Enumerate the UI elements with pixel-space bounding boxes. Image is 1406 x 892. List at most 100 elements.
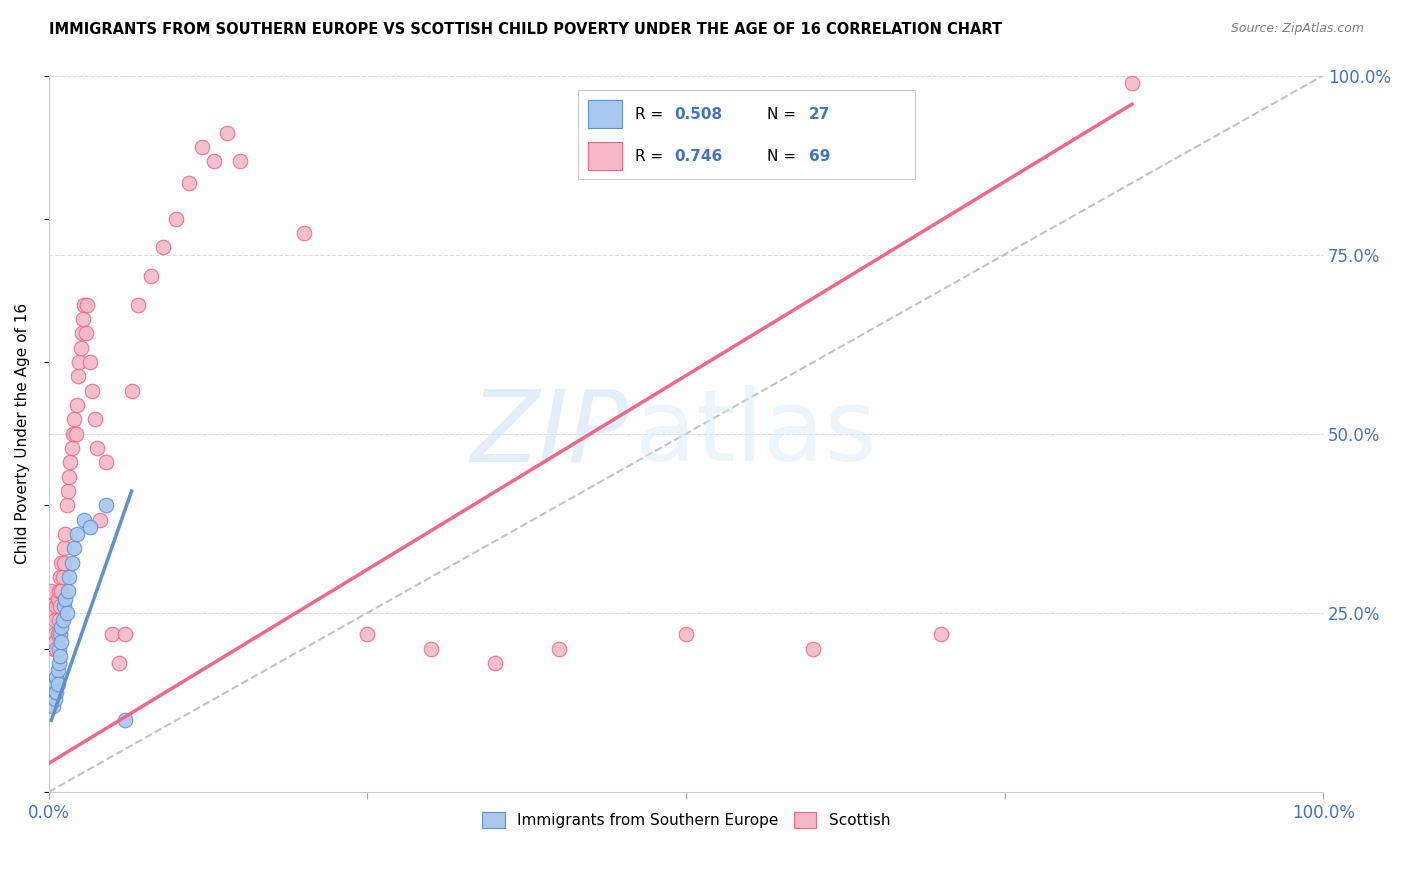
Point: [49, 648, 72, 663]
Point: [177, 176, 200, 190]
Point: [52, 613, 75, 627]
Point: [72, 312, 94, 326]
Point: [152, 240, 174, 254]
Point: [41, 606, 63, 620]
Point: [79, 355, 101, 369]
Point: [42, 641, 65, 656]
Point: [101, 627, 124, 641]
Point: [41, 698, 63, 713]
Point: [48, 656, 70, 670]
Point: [53, 599, 76, 613]
Point: [70, 326, 93, 341]
Point: [65, 426, 87, 441]
Point: [51, 634, 73, 648]
Point: [45, 599, 67, 613]
Point: [39, 584, 62, 599]
Point: [53, 527, 76, 541]
Point: [66, 398, 89, 412]
Point: [60, 556, 83, 570]
Text: IMMIGRANTS FROM SOUTHERN EUROPE VS SCOTTISH CHILD POVERTY UNDER THE AGE OF 16 CO: IMMIGRANTS FROM SOUTHERN EUROPE VS SCOTT…: [49, 22, 1002, 37]
Point: [45, 670, 67, 684]
Point: [44, 691, 66, 706]
Point: [94, 455, 117, 469]
Point: [356, 627, 378, 641]
Point: [53, 541, 76, 556]
Point: [44, 627, 66, 641]
Point: [60, 441, 83, 455]
Point: [48, 584, 70, 599]
Text: atlas: atlas: [636, 385, 876, 483]
Point: [45, 684, 67, 698]
Point: [484, 656, 506, 670]
Point: [67, 369, 90, 384]
Point: [39, 613, 62, 627]
Point: [39, 599, 62, 613]
Point: [44, 634, 66, 648]
Point: [929, 627, 952, 641]
Point: [67, 355, 90, 369]
Point: [217, 126, 239, 140]
Legend: Immigrants from Southern Europe, Scottish: Immigrants from Southern Europe, Scottis…: [475, 806, 896, 835]
Point: [73, 513, 96, 527]
Point: [56, 484, 79, 499]
Point: [41, 627, 63, 641]
Point: [55, 606, 77, 620]
Point: [51, 620, 73, 634]
Point: [139, 269, 162, 284]
Point: [53, 591, 76, 606]
Point: [229, 154, 252, 169]
Point: [89, 513, 111, 527]
Point: [121, 384, 143, 398]
Point: [190, 140, 212, 154]
Point: [76, 298, 98, 312]
Point: [45, 641, 67, 656]
Point: [58, 469, 80, 483]
Point: [48, 613, 70, 627]
Point: [204, 154, 226, 169]
Point: [51, 556, 73, 570]
Point: [80, 384, 103, 398]
Point: [63, 412, 86, 426]
Point: [46, 663, 69, 677]
Point: [114, 627, 136, 641]
Point: [46, 677, 69, 691]
Point: [42, 620, 65, 634]
Point: [56, 584, 79, 599]
Point: [66, 527, 89, 541]
Point: [114, 714, 136, 728]
Point: [79, 520, 101, 534]
Point: [86, 441, 108, 455]
Point: [675, 627, 697, 641]
Point: [420, 641, 443, 656]
Point: [83, 412, 105, 426]
Y-axis label: Child Poverty Under the Age of 16: Child Poverty Under the Age of 16: [15, 303, 30, 565]
Point: [53, 556, 76, 570]
Point: [46, 591, 69, 606]
Point: [52, 570, 75, 584]
Point: [58, 570, 80, 584]
Point: [49, 627, 72, 641]
Point: [803, 641, 825, 656]
Point: [94, 499, 117, 513]
Point: [49, 570, 72, 584]
Point: [1121, 76, 1143, 90]
Point: [55, 499, 77, 513]
Point: [49, 599, 72, 613]
Point: [547, 641, 569, 656]
Point: [59, 455, 82, 469]
Point: [44, 613, 66, 627]
Point: [51, 584, 73, 599]
Point: [46, 627, 69, 641]
Point: [108, 656, 131, 670]
Point: [42, 684, 65, 698]
Point: [44, 677, 66, 691]
Point: [48, 641, 70, 656]
Text: ZIP: ZIP: [471, 385, 628, 483]
Point: [62, 426, 84, 441]
Point: [165, 211, 187, 226]
Point: [73, 298, 96, 312]
Point: [292, 226, 315, 240]
Point: [69, 341, 91, 355]
Point: [75, 326, 97, 341]
Text: Source: ZipAtlas.com: Source: ZipAtlas.com: [1230, 22, 1364, 36]
